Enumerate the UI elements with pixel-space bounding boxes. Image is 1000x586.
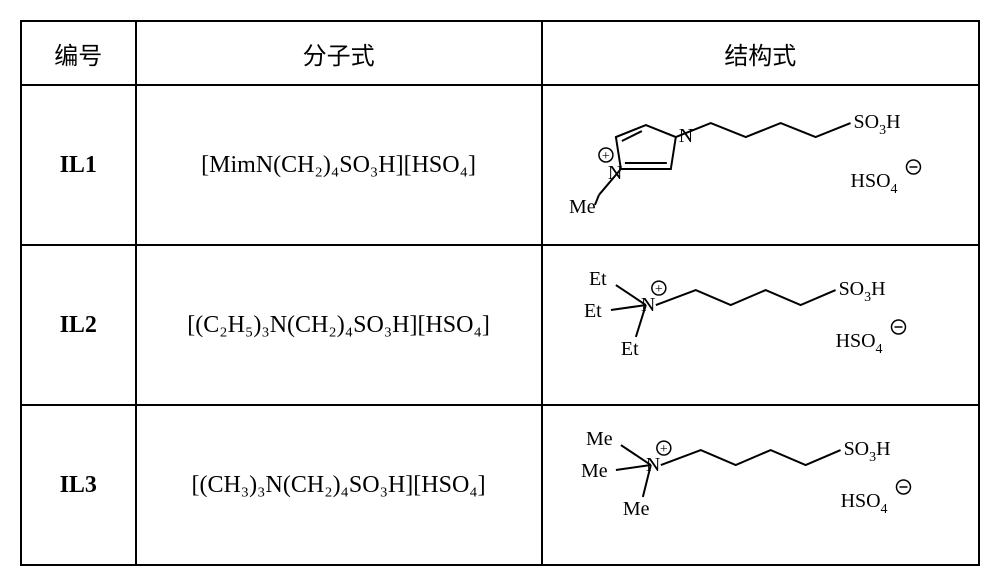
et-label: Et [584,300,602,322]
so3h-label: SO3H [853,111,900,138]
me-label: Me [569,196,596,218]
col-header-struct: 结构式 [542,21,979,85]
row-formula: [(C₂H₅)₃N(CH₂)₄SO₃H][HSO₄] [136,245,542,405]
me-label: Me [586,428,613,450]
col-header-formula: 分子式 [136,21,542,85]
hso4-label: HSO4 [835,330,882,357]
hso4-label: HSO4 [850,170,897,197]
ionic-liquids-table: 编号 分子式 结构式 IL1 [MimN(CH₂)₄SO₃H][HSO₄] [20,20,980,566]
table-row: IL1 [MimN(CH₂)₄SO₃H][HSO₄] [21,85,979,245]
row-id: IL3 [21,405,136,565]
charge-plus: + [602,149,610,164]
me-label: Me [581,460,608,482]
structure-diagram-il1: N N + Me SO3H HSO4 [551,95,970,235]
table-row: IL2 [(C₂H₅)₃N(CH₂)₄SO₃H][HSO₄] N + Et [21,245,979,405]
structure-diagram-il3: N + Me Me Me SO3H HSO4 [551,415,970,555]
table-row: IL3 [(CH₃)₃N(CH₂)₄SO₃H][HSO₄] N + Me Me … [21,405,979,565]
charge-plus: + [659,442,667,457]
atom-n-label: N [640,294,654,316]
et-label: Et [589,268,607,290]
so3h-label: SO3H [838,278,885,305]
row-formula: [MimN(CH₂)₄SO₃H][HSO₄] [136,85,542,245]
row-id: IL1 [21,85,136,245]
table-header-row: 编号 分子式 结构式 [21,21,979,85]
row-id: IL2 [21,245,136,405]
atom-n-label: N [678,125,692,147]
atom-n-label: N [645,454,659,476]
hso4-label: HSO4 [840,490,887,517]
row-structure: N N + Me SO3H HSO4 [542,85,979,245]
row-structure: N + Me Me Me SO3H HSO4 [542,405,979,565]
row-formula: [(CH₃)₃N(CH₂)₄SO₃H][HSO₄] [136,405,542,565]
structure-diagram-il2: N + Et Et Et SO3H HSO4 [551,255,970,395]
atom-n-label: N [608,162,622,184]
row-structure: N + Et Et Et SO3H HSO4 [542,245,979,405]
et-label: Et [621,338,639,360]
col-header-id: 编号 [21,21,136,85]
me-label: Me [623,498,650,520]
charge-plus: + [654,282,662,297]
so3h-label: SO3H [843,438,890,465]
